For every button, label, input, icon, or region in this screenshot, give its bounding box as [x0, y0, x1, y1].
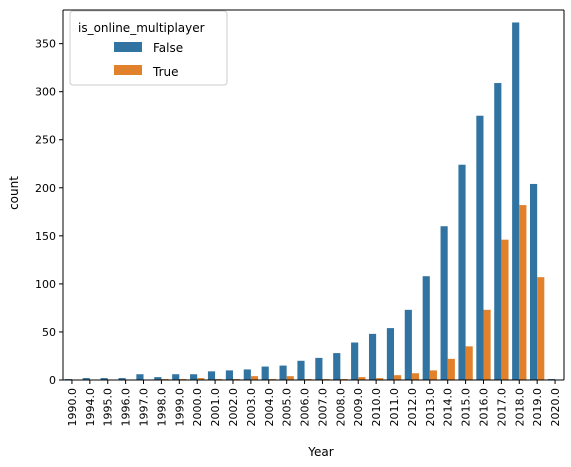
bar-false-1994.0 — [82, 378, 90, 380]
x-tick-label-2003.0: 2003.0 — [245, 388, 258, 427]
x-tick-label-2006.0: 2006.0 — [299, 388, 312, 427]
bar-false-1996.0 — [118, 378, 126, 380]
bar-true-2018.0 — [519, 205, 527, 380]
bar-false-2017.0 — [494, 83, 502, 380]
x-tick-label-1995.0: 1995.0 — [102, 388, 115, 427]
bar-false-2004.0 — [261, 366, 269, 380]
x-tick-label-2014.0: 2014.0 — [442, 388, 455, 427]
x-tick-label-2011.0: 2011.0 — [388, 388, 401, 427]
bar-false-2012.0 — [404, 309, 412, 380]
bar-false-1998.0 — [154, 377, 162, 380]
plot-area: 0 50 100 150 200 250 300 350 1990.0 1994.0 1995.0 1… — [35, 9, 565, 427]
bar-false-2003.0 — [243, 369, 251, 380]
bar-false-2002.0 — [225, 370, 233, 380]
x-tick-label-2015.0: 2015.0 — [460, 388, 473, 427]
bar-false-2005.0 — [279, 365, 287, 380]
bar-true-2017.0 — [501, 239, 509, 380]
x-tick-label-1996.0: 1996.0 — [120, 388, 133, 427]
y-tick-label-150: 150 — [35, 230, 56, 243]
bar-true-2019.0 — [537, 277, 545, 380]
bar-true-2011.0 — [394, 375, 402, 380]
bar-false-2013.0 — [422, 276, 430, 380]
bar-true-2012.0 — [411, 373, 420, 380]
bar-true-2009.0 — [358, 377, 366, 380]
x-tick-label-2007.0: 2007.0 — [316, 388, 329, 427]
x-tick-label-1998.0: 1998.0 — [155, 388, 168, 427]
y-tick-label-50: 50 — [42, 326, 56, 339]
bar-false-2006.0 — [297, 360, 305, 380]
x-tick-label-2009.0: 2009.0 — [352, 388, 365, 427]
bar-true-2003.0 — [250, 376, 259, 380]
x-tick-label-2010.0: 2010.0 — [370, 388, 383, 427]
bar-false-2001.0 — [207, 371, 216, 380]
bar-true-2010.0 — [376, 378, 384, 380]
bar-true-2014.0 — [447, 358, 455, 380]
x-tick-label-2017.0: 2017.0 — [495, 388, 508, 427]
y-tick-label-300: 300 — [35, 86, 56, 99]
legend-label-false: False — [153, 41, 183, 55]
x-axis-label: Year — [307, 445, 333, 459]
x-tick-label-2005.0: 2005.0 — [281, 388, 294, 427]
legend: is_online_multiplayer False True — [69, 10, 228, 86]
legend-box — [69, 10, 228, 86]
bar-true-2013.0 — [429, 370, 437, 380]
bar-false-2011.0 — [386, 328, 395, 380]
x-tick-label-2013.0: 2013.0 — [424, 388, 437, 427]
y-tick-label-350: 350 — [35, 38, 56, 51]
bar-false-1997.0 — [136, 374, 144, 380]
legend-swatch-true — [114, 65, 142, 75]
y-tick-label-250: 250 — [35, 134, 56, 147]
legend-label-true: True — [152, 65, 179, 79]
bar-false-1999.0 — [172, 374, 180, 380]
y-tick-label-100: 100 — [35, 278, 56, 291]
bar-true-2015.0 — [465, 346, 473, 380]
x-tick-label-2000.0: 2000.0 — [191, 388, 204, 427]
bar-true-2016.0 — [483, 309, 491, 380]
bar-true-2005.0 — [286, 376, 294, 380]
bar-false-2015.0 — [458, 164, 466, 380]
bar-false-2016.0 — [476, 115, 484, 381]
bar-false-2014.0 — [440, 226, 448, 380]
x-tick-label-2008.0: 2008.0 — [334, 388, 347, 427]
x-tick-label-2020.0: 2020.0 — [549, 388, 562, 427]
bar-false-2009.0 — [351, 342, 359, 380]
y-tick-label-200: 200 — [35, 182, 56, 195]
x-tick-label-2012.0: 2012.0 — [406, 388, 419, 427]
bar-false-2008.0 — [333, 353, 341, 380]
legend-swatch-false — [114, 42, 142, 52]
x-tick-label-2004.0: 2004.0 — [263, 388, 276, 427]
y-tick-label-0: 0 — [49, 374, 56, 387]
legend-title: is_online_multiplayer — [78, 21, 205, 35]
x-tick-label-2016.0: 2016.0 — [477, 388, 490, 427]
bar-false-2007.0 — [315, 357, 323, 380]
x-tick-label-1997.0: 1997.0 — [138, 388, 151, 427]
x-tick-label-1994.0: 1994.0 — [84, 388, 97, 427]
bar-false-1995.0 — [100, 378, 108, 380]
x-tick-label-2018.0: 2018.0 — [513, 388, 526, 427]
bar-true-2000.0 — [197, 378, 205, 380]
y-axis-label: count — [7, 176, 21, 210]
x-tick-label-1990.0: 1990.0 — [66, 388, 79, 427]
x-tick-label-1999.0: 1999.0 — [173, 388, 186, 427]
bar-false-2010.0 — [368, 333, 377, 380]
bar-false-2000.0 — [190, 374, 198, 380]
bar-false-2018.0 — [512, 22, 520, 381]
x-tick-label-2001.0: 2001.0 — [209, 388, 222, 427]
x-tick-label-2019.0: 2019.0 — [531, 388, 544, 427]
bar-false-2019.0 — [530, 183, 538, 380]
x-tick-label-2002.0: 2002.0 — [227, 388, 240, 427]
